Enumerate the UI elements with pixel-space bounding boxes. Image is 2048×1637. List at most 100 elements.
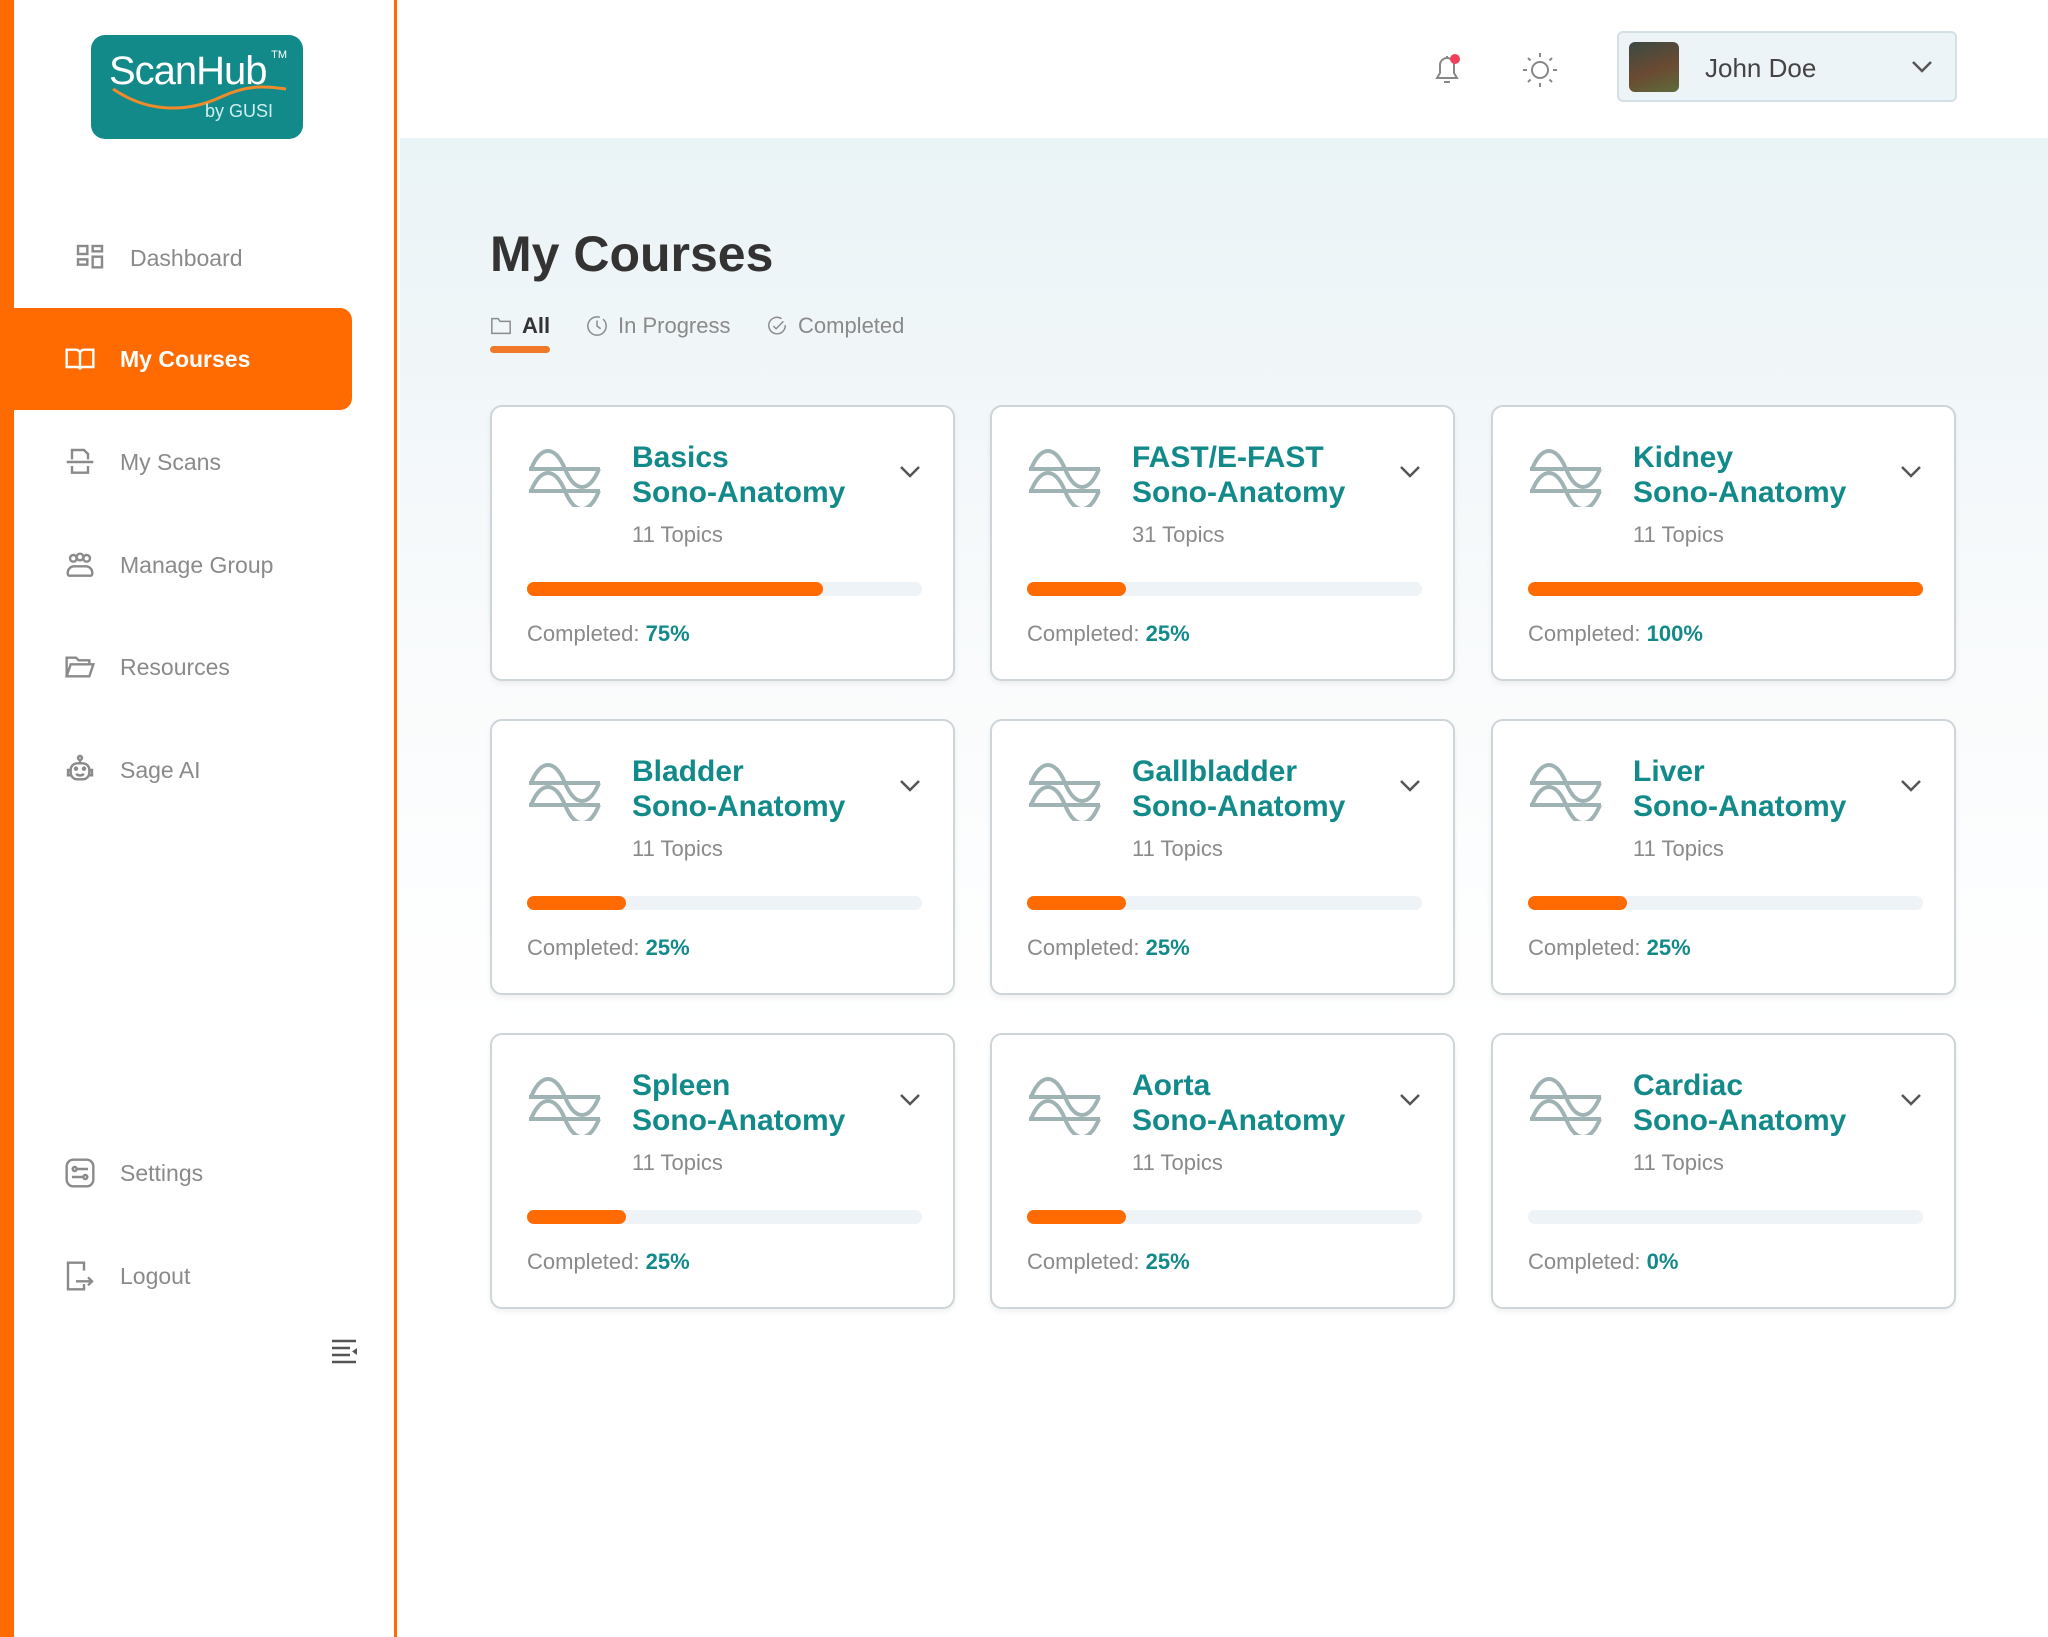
collapse-menu-icon[interactable]	[330, 1338, 358, 1364]
logo-subtext: by GUSI	[204, 101, 273, 121]
course-title-line1: Gallbladder	[1132, 755, 1298, 788]
dashboard-icon	[76, 244, 104, 269]
progress-fill	[1528, 896, 1627, 910]
check-circle-icon	[768, 316, 786, 335]
progress-fill	[527, 1210, 626, 1224]
logo-wave-icon	[112, 85, 287, 110]
robot-icon	[66, 754, 94, 781]
completed-label: Completed:	[1528, 935, 1641, 960]
course-card[interactable]: Spleen Sono-Anatomy 11 Topics Completed: …	[490, 1033, 955, 1309]
book-icon	[65, 348, 95, 370]
chevron-down-icon	[1912, 61, 1932, 73]
course-card[interactable]: Liver Sono-Anatomy 11 Topics Completed: 2…	[1491, 719, 1956, 995]
completed-label: Completed:	[1027, 621, 1140, 646]
completed-percent: 0%	[1646, 1249, 1679, 1274]
sidebar-item-resources[interactable]: Resources	[14, 616, 352, 718]
theme-sun-icon[interactable]	[1520, 50, 1560, 90]
course-card[interactable]: Aorta Sono-Anatomy 11 Topics Completed: 2…	[990, 1033, 1455, 1309]
chevron-down-icon[interactable]	[1399, 779, 1421, 793]
sidebar-item-dashboard[interactable]: Dashboard	[14, 207, 352, 309]
progress-bar	[1528, 896, 1923, 910]
course-title-line1: Spleen	[632, 1069, 731, 1102]
completed-label: Completed:	[527, 1249, 640, 1274]
chevron-down-icon[interactable]	[1399, 465, 1421, 479]
course-title-line2: Sono-Anatomy	[1132, 476, 1346, 509]
logo-tm: TM	[271, 49, 287, 61]
progress-bar	[527, 582, 922, 596]
sidebar-item-label: Settings	[120, 1159, 204, 1186]
ultrasound-wave-icon	[1530, 449, 1602, 507]
chevron-down-icon[interactable]	[1900, 1093, 1922, 1107]
completed-label: Completed:	[1528, 1249, 1641, 1274]
progress-fill	[1027, 582, 1126, 596]
tab-label: All	[522, 313, 551, 338]
chevron-down-icon[interactable]	[899, 779, 921, 793]
completed-label: Completed:	[1528, 621, 1641, 646]
course-card[interactable]: FAST/E-FAST Sono-Anatomy 31 Topics Comple…	[990, 405, 1455, 681]
chevron-down-icon[interactable]	[899, 1093, 921, 1107]
logo-text: ScanHub	[109, 49, 268, 93]
course-card[interactable]: Basics Sono-Anatomy 11 Topics Completed: …	[490, 405, 955, 681]
chevron-down-icon[interactable]	[899, 465, 921, 479]
folder-icon	[491, 317, 511, 335]
course-topics-count: 11 Topics	[1633, 522, 1724, 547]
progress-fill	[527, 582, 824, 596]
progress-bar	[1027, 582, 1422, 596]
course-title-line2: Sono-Anatomy	[1633, 1104, 1847, 1137]
completed-label: Completed:	[527, 935, 640, 960]
course-title-line2: Sono-Anatomy	[1132, 1104, 1346, 1137]
course-card[interactable]: Bladder Sono-Anatomy 11 Topics Completed:…	[490, 719, 955, 995]
course-card[interactable]: Gallbladder Sono-Anatomy 11 Topics Comple…	[990, 719, 1455, 995]
logo[interactable]: ScanHub TM by GUSI	[91, 35, 303, 139]
course-card[interactable]: Kidney Sono-Anatomy 11 Topics Completed: …	[1491, 405, 1956, 681]
course-topics-count: 11 Topics	[632, 1150, 723, 1175]
ultrasound-wave-icon	[529, 763, 601, 821]
completed-percent: 75%	[645, 621, 690, 646]
course-title-line2: Sono-Anatomy	[1132, 790, 1346, 823]
completed-percent: 25%	[1145, 1249, 1190, 1274]
user-menu[interactable]: John Doe	[1617, 31, 1957, 102]
course-title-line2: Sono-Anatomy	[632, 476, 846, 509]
completed-percent: 25%	[645, 935, 690, 960]
course-topics-count: 11 Topics	[632, 836, 723, 861]
tab-in-progress[interactable]: In Progress	[586, 313, 731, 339]
progress-fill	[1528, 582, 1923, 596]
sidebar-item-label: My Scans	[120, 448, 221, 475]
course-title-line2: Sono-Anatomy	[632, 1104, 846, 1137]
completed-percent: 25%	[1145, 621, 1190, 646]
sidebar-item-logout[interactable]: Logout	[14, 1225, 352, 1327]
chevron-down-icon[interactable]	[1900, 779, 1922, 793]
progress-bar	[1027, 896, 1422, 910]
course-card[interactable]: Cardiac Sono-Anatomy 11 Topics Completed:…	[1491, 1033, 1956, 1309]
sidebar-item-my-scans[interactable]: My Scans	[14, 411, 352, 513]
course-topics-count: 11 Topics	[1132, 836, 1223, 861]
completed-percent: 100%	[1646, 621, 1703, 646]
sidebar-item-my-courses[interactable]: My Courses	[14, 308, 352, 410]
sidebar-item-label: Manage Group	[120, 551, 274, 578]
chevron-down-icon[interactable]	[1399, 1093, 1421, 1107]
sidebar-item-label: Sage AI	[120, 756, 201, 783]
folder-icon	[65, 656, 95, 678]
tab-all[interactable]: All	[490, 313, 550, 339]
course-topics-count: 31 Topics	[1132, 522, 1225, 547]
ultrasound-wave-icon	[1530, 1077, 1602, 1135]
sidebar-item-label: Logout	[120, 1262, 191, 1289]
sidebar-accent-strip	[0, 0, 14, 1637]
course-title-line1: Kidney	[1633, 441, 1734, 474]
page-title: My Courses	[490, 226, 774, 282]
notification-bell-icon[interactable]	[1427, 48, 1467, 88]
progress-bar	[1528, 1210, 1923, 1224]
chevron-down-icon[interactable]	[1900, 465, 1922, 479]
scan-icon	[66, 448, 94, 474]
sidebar-item-sage-ai[interactable]: Sage AI	[14, 719, 352, 821]
user-name: John Doe	[1705, 53, 1817, 83]
course-title-line2: Sono-Anatomy	[632, 790, 846, 823]
sidebar-item-manage-group[interactable]: Manage Group	[14, 514, 352, 616]
course-topics-count: 11 Topics	[1633, 836, 1724, 861]
course-title-line1: Bladder	[632, 755, 744, 788]
progress-bar	[527, 1210, 922, 1224]
ultrasound-wave-icon	[1530, 763, 1602, 821]
sidebar-item-settings[interactable]: Settings	[14, 1122, 352, 1224]
course-title-line1: Liver	[1633, 755, 1705, 788]
tab-completed[interactable]: Completed	[766, 313, 904, 339]
